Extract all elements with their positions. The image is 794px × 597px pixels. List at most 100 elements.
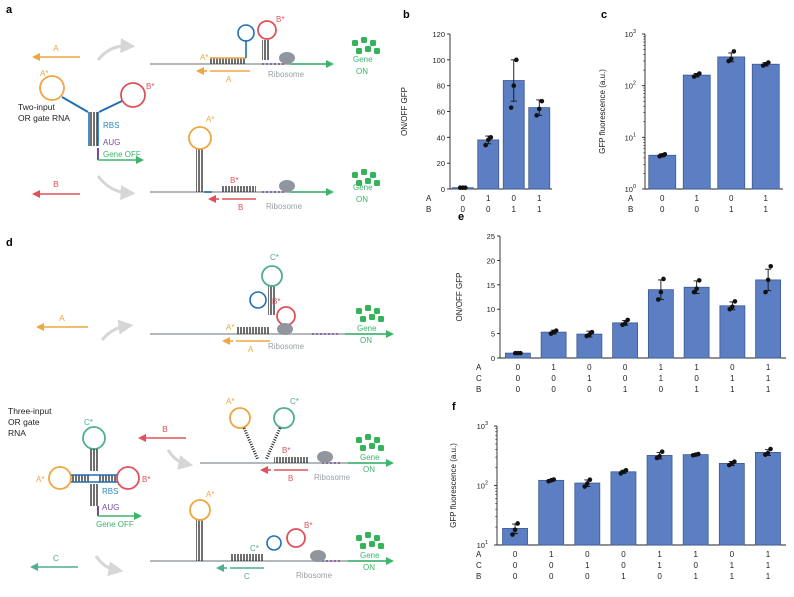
input-value: 0 <box>516 385 521 394</box>
bar <box>648 154 677 190</box>
input-value: 0 <box>551 385 556 394</box>
data-point <box>765 450 771 456</box>
panel-letter-a: a <box>6 4 13 16</box>
bar <box>574 482 601 546</box>
gene-product-dot <box>356 180 362 186</box>
input-value: 1 <box>764 194 769 203</box>
gene-product-dot <box>365 532 371 538</box>
complex-on-label: ON <box>363 563 375 572</box>
data-point <box>732 459 737 464</box>
complex-b-label: B <box>288 474 293 483</box>
data-point <box>536 106 542 112</box>
input-value: 0 <box>729 194 734 203</box>
input-value: 0 <box>551 374 556 383</box>
input-value: 1 <box>730 385 735 394</box>
loop-a-star <box>48 466 72 490</box>
input-row-label: C <box>476 374 482 383</box>
bar <box>610 471 637 546</box>
gene-product-dot <box>378 445 384 451</box>
data-point <box>768 446 773 452</box>
input-row-label: A <box>476 550 482 559</box>
process-arrow <box>96 175 136 201</box>
gene-product-dot <box>369 541 375 547</box>
bar <box>646 455 673 546</box>
y-axis-label: ON/OFF GFP <box>455 273 464 322</box>
complex-b-label: B <box>238 203 243 212</box>
panel-letter-c: c <box>601 9 607 21</box>
trigger-a-label: A <box>59 313 65 323</box>
gene-on-dots <box>352 169 380 186</box>
y-tick-label: 60 <box>437 108 445 117</box>
gene-product-dot <box>378 316 384 322</box>
complex-b-star-label: B* <box>276 15 284 24</box>
data-point <box>511 83 517 88</box>
complex-c-star-label: C* <box>290 397 299 406</box>
process-arrow <box>94 555 124 577</box>
input-value: 0 <box>621 550 626 559</box>
input-value: 0 <box>693 561 698 570</box>
data-point <box>691 289 697 295</box>
gene-product-dot <box>360 445 366 451</box>
gate-label-line1: Three-input <box>8 406 52 416</box>
bar <box>538 479 565 546</box>
data-point <box>463 185 468 191</box>
gene-on-dots <box>356 434 384 451</box>
trigger-c-arrow: C <box>30 553 78 571</box>
gene-product-dot <box>374 180 380 186</box>
input-value: 0 <box>660 194 665 203</box>
input-value: 0 <box>513 550 518 559</box>
ribosome-icon <box>317 451 333 463</box>
gene-off-label: Gene OFF <box>103 150 141 159</box>
gene-product-dot <box>370 172 376 178</box>
y-tick-label: 120 <box>432 30 445 39</box>
y-tick-label: 15 <box>487 281 495 290</box>
y-tick-label: 25 <box>487 232 495 241</box>
input-row-label: B <box>628 205 633 214</box>
input-value: 0 <box>516 363 521 372</box>
input-value: 1 <box>537 205 542 214</box>
data-point <box>510 532 515 537</box>
data-point <box>623 468 629 473</box>
input-value: 0 <box>513 572 518 581</box>
data-point <box>763 289 768 295</box>
data-point <box>659 449 665 454</box>
bar <box>576 333 603 359</box>
gene-product-dot <box>374 308 380 314</box>
trigger-a-arrow: A <box>32 43 80 61</box>
complex-a-label: A <box>248 345 254 354</box>
input-value: 1 <box>657 550 662 559</box>
input-value: 0 <box>730 363 735 372</box>
complex-ribosome-label: Ribosome <box>268 70 305 79</box>
gene-product-dot <box>365 305 371 311</box>
y-tick-label: 0 <box>441 185 445 194</box>
complex-b-star-label: B* <box>282 446 290 455</box>
input-value: 0 <box>587 385 592 394</box>
input-row-label: A <box>628 194 634 203</box>
input-value: 1 <box>512 205 517 214</box>
data-point <box>488 135 494 140</box>
bar <box>717 56 746 190</box>
bar <box>719 305 746 359</box>
input-row-label: B <box>426 205 431 214</box>
ribosome-icon <box>310 550 326 562</box>
input-value: 0 <box>512 194 517 203</box>
input-row-label: A <box>476 363 482 372</box>
input-value: 1 <box>766 561 771 570</box>
complex-ribosome-label: Ribosome <box>266 202 303 211</box>
input-value: 0 <box>694 374 699 383</box>
input-value: 1 <box>766 550 771 559</box>
complex-ribosome-label: Ribosome <box>268 342 305 351</box>
input-value: 1 <box>730 572 735 581</box>
y-tick-label: 103 <box>625 29 636 39</box>
gene-product-dot <box>360 316 366 322</box>
bar <box>751 63 780 190</box>
panel-letter-b: b <box>403 9 410 21</box>
y-tick-label: 20 <box>437 159 445 168</box>
input-value: 1 <box>766 374 771 383</box>
input-row-label: B <box>476 572 481 581</box>
rbs-label: RBS <box>102 487 118 496</box>
gene-product-dot <box>356 48 362 54</box>
input-value: 1 <box>693 572 698 581</box>
